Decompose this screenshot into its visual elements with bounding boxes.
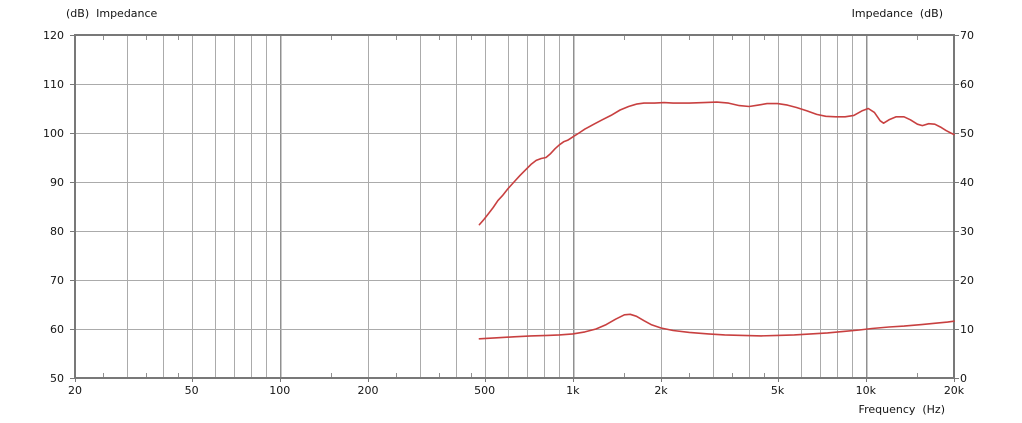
y-left-tick-label: 90 [50,176,64,189]
x-tick-label: 20 [68,384,82,397]
x-tick-label: 200 [358,384,379,397]
x-tick-label: 1k [566,384,580,397]
left-axis-title: (dB) Impedance [66,7,158,20]
y-right-tick-label: 0 [960,372,967,385]
y-right-tick-label: 20 [960,274,974,287]
x-tick-label: 2k [654,384,668,397]
x-axis-title: Frequency (Hz) [858,403,945,416]
y-left-tick-label: 80 [50,225,64,238]
spl-response-curve [478,101,955,226]
right-axis-title: Impedance (dB) [851,7,943,20]
y-right-tick-label: 40 [960,176,974,189]
y-right-tick-label: 70 [960,29,974,42]
y-right-tick-label: 10 [960,323,974,336]
y-left-tick-label: 110 [43,78,64,91]
x-tick-label: 50 [185,384,199,397]
x-tick-label: 500 [474,384,495,397]
y-right-tick-label: 50 [960,127,974,140]
y-left-tick-label: 120 [43,29,64,42]
impedance-curve [478,313,955,340]
x-tick-label: 100 [269,384,290,397]
y-left-tick-label: 60 [50,323,64,336]
x-tick-label: 10k [856,384,877,397]
y-right-tick-label: 60 [960,78,974,91]
y-left-tick-label: 100 [43,127,64,140]
x-tick-label: 5k [771,384,785,397]
plot-border [74,34,955,379]
y-left-tick-label: 50 [50,372,64,385]
y-right-tick-label: 30 [960,225,974,238]
x-tick-label: 20k [944,384,965,397]
y-left-tick-label: 70 [50,274,64,287]
